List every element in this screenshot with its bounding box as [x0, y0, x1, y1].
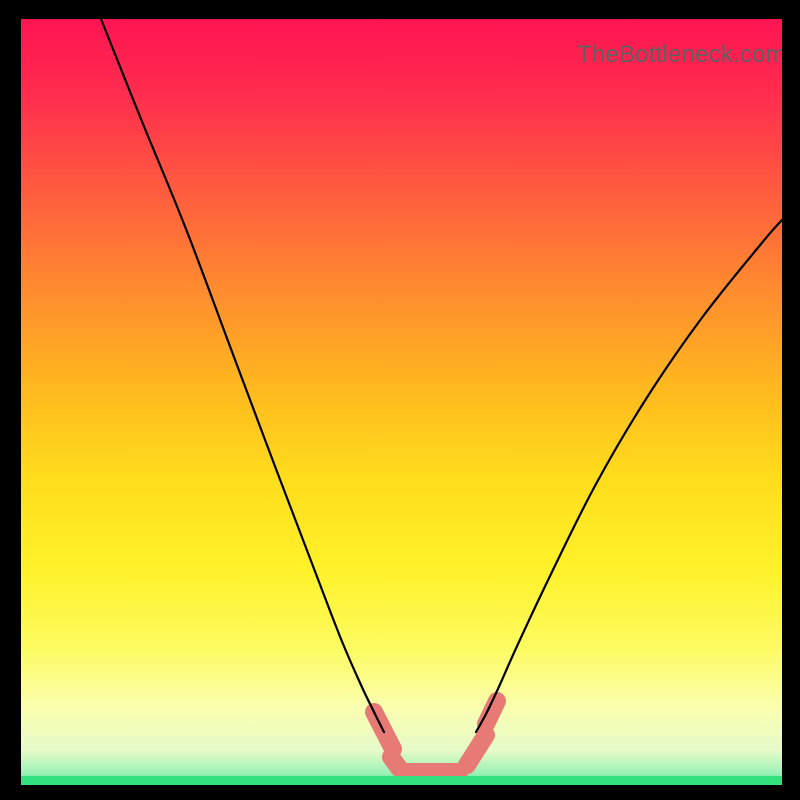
frame-border-right	[782, 0, 800, 800]
frame-border-top	[0, 0, 800, 19]
chart-plot-area: TheBottleneck.com	[21, 19, 782, 785]
bottleneck-curve-right	[476, 220, 782, 732]
bottleneck-curve-left	[101, 19, 384, 732]
frame-border-bottom	[0, 785, 800, 800]
watermark-text: TheBottleneck.com	[577, 41, 782, 69]
optimal-range-marker-3	[467, 735, 486, 765]
frame-border-left	[0, 0, 21, 800]
bottleneck-chart	[21, 19, 782, 785]
chart-baseline-band	[21, 776, 782, 785]
